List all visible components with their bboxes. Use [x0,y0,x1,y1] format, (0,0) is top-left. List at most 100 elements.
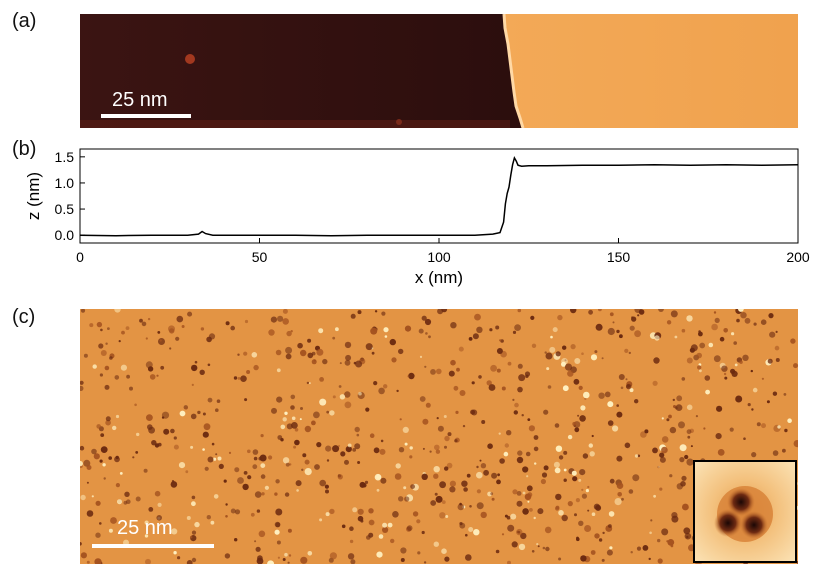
topography-feature [80,494,86,501]
topography-feature [657,538,661,543]
topography-feature [277,556,280,559]
topography-feature [246,370,251,374]
topography-feature [332,445,340,453]
topography-feature [99,459,103,463]
topography-feature [207,456,214,463]
x-tick-label: 100 [427,249,451,265]
topography-feature [243,351,248,356]
topography-feature [149,374,156,380]
topography-feature [368,519,375,526]
topography-feature [669,426,677,434]
topography-feature [237,377,241,380]
topography-feature [444,445,447,449]
topography-feature [480,511,487,519]
topography-feature [681,377,686,381]
topography-feature [218,463,224,469]
topography-feature [421,315,427,321]
topography-feature [766,400,770,404]
topography-feature [173,444,179,450]
topography-feature [557,314,563,321]
topography-feature [230,325,235,331]
topography-feature [319,518,323,522]
topography-feature [274,492,278,496]
topography-feature [392,511,399,518]
topography-feature [681,475,687,481]
topography-feature [276,540,281,545]
topography-feature [609,478,615,484]
topography-feature [112,425,117,431]
topography-feature [403,486,407,490]
topography-feature [578,478,582,482]
topography-feature [433,473,439,479]
topography-feature [465,533,468,537]
topography-feature [154,443,160,448]
topography-feature [378,534,384,539]
topography-feature [445,515,449,518]
scale-bar-a [101,114,191,118]
topography-feature [581,488,584,491]
topography-feature [507,361,512,366]
topography-feature [260,434,264,438]
topography-feature [772,450,779,456]
topography-feature [574,513,577,517]
topography-feature [620,386,624,390]
topography-feature [286,423,293,430]
topography-feature [366,535,371,540]
topography-feature [417,551,421,555]
topography-feature [697,365,702,370]
topography-feature [522,508,529,515]
topography-feature [119,472,123,475]
topography-feature [616,329,620,334]
topography-feature [270,316,277,323]
topography-feature [541,472,548,478]
topography-feature [628,489,634,494]
topography-feature [504,443,509,448]
topography-feature [563,450,568,455]
topography-feature [257,555,263,561]
topography-feature [398,447,405,453]
topography-feature [282,457,290,464]
topography-feature [86,510,94,517]
topography-feature [428,335,431,339]
topography-feature [434,444,440,451]
inset-lobe-top [727,488,755,516]
topography-feature [433,541,439,547]
topography-feature [286,330,292,337]
topography-feature [156,515,162,521]
topography-feature [191,495,196,500]
topography-feature [648,557,651,561]
topography-feature [436,417,439,420]
topography-feature [129,386,133,391]
topography-feature [202,431,209,438]
topography-feature [453,385,459,391]
topography-feature [787,418,792,423]
topography-feature [234,538,238,542]
topography-feature [674,335,678,339]
topography-feature [499,458,505,464]
topography-feature [271,407,277,414]
topography-feature [404,496,410,502]
topography-feature [555,493,562,501]
topography-feature [650,519,653,522]
topography-feature [275,349,282,356]
topography-feature [447,432,452,437]
topography-feature [711,323,718,331]
topography-feature [260,463,266,468]
topography-feature [562,345,567,350]
topography-feature [382,522,388,528]
topography-feature [258,530,266,538]
x-tick-label: 150 [607,249,631,265]
topography-feature [774,345,780,351]
topography-feature [491,497,495,501]
topography-feature [186,560,193,564]
topography-feature [495,325,500,330]
topography-feature [632,474,640,482]
topography-feature [100,433,105,437]
topography-feature [463,487,468,492]
topography-feature [696,352,702,359]
topography-feature [345,446,352,453]
topography-feature [588,309,593,315]
topography-feature [531,343,537,348]
topography-feature [609,312,614,317]
topography-feature [297,342,303,349]
